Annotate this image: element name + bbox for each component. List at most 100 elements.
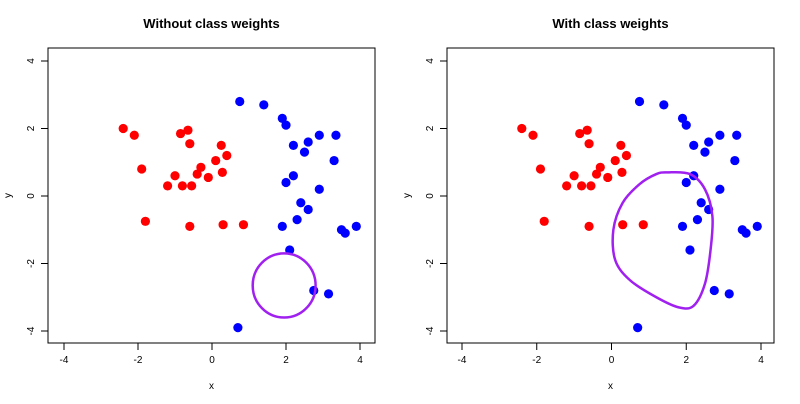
data-point (610, 155, 620, 166)
data-point (562, 181, 572, 191)
data-point (163, 181, 173, 191)
panel-without-class-weights: Without class weights x y -4 -2 0 2 4 -4 -2 0 2 4 (3, 16, 376, 392)
x-tick-label: -4 (60, 355, 69, 366)
data-point (177, 181, 187, 191)
series-blue-points (233, 96, 361, 333)
data-point (336, 225, 347, 235)
x-axis-label: x (608, 381, 613, 392)
data-point (569, 171, 579, 181)
data-point (203, 172, 213, 183)
data-point (185, 221, 195, 231)
x-tick-label: 2 (683, 355, 689, 366)
y-tick-label: 0 (26, 193, 37, 199)
data-point (216, 140, 226, 150)
data-point (351, 221, 361, 231)
data-point (217, 167, 227, 177)
data-point (709, 285, 719, 296)
x-tick-label: 0 (609, 355, 615, 366)
data-point (584, 221, 594, 231)
y-tick-label: 4 (425, 58, 436, 64)
data-point (140, 216, 150, 226)
data-point (638, 220, 648, 230)
data-point (730, 155, 740, 166)
data-point (259, 100, 269, 110)
data-point (323, 289, 334, 299)
data-point (517, 123, 527, 134)
data-point (299, 147, 310, 157)
data-point (187, 181, 197, 191)
data-point (634, 96, 645, 107)
data-point (170, 171, 180, 181)
data-point (196, 162, 206, 172)
data-point (677, 113, 688, 123)
data-point (222, 150, 232, 161)
data-point (235, 96, 245, 107)
data-point (681, 120, 691, 130)
data-point (331, 130, 341, 140)
data-point (281, 177, 291, 188)
y-axis-label: y (3, 193, 14, 198)
data-point (185, 139, 195, 149)
data-point (621, 150, 632, 161)
data-point (732, 130, 742, 140)
data-point (724, 289, 734, 299)
decision-boundary (251, 252, 317, 319)
y-tick-label: 0 (425, 193, 436, 199)
data-point (584, 139, 594, 149)
data-point (329, 155, 339, 166)
chart-title: With class weights (552, 16, 668, 31)
x-tick-label: 0 (209, 355, 215, 366)
data-point (211, 155, 221, 166)
data-point (582, 125, 592, 135)
data-point (129, 130, 139, 140)
data-point (277, 221, 287, 231)
data-point (700, 147, 710, 157)
series-blue-points (633, 96, 762, 333)
data-point (715, 184, 725, 194)
data-point (591, 169, 602, 179)
data-point (617, 167, 627, 177)
y-tick-label: -2 (26, 259, 37, 268)
data-point (616, 140, 626, 150)
data-point (618, 220, 628, 230)
data-point (704, 137, 714, 147)
data-point (737, 225, 747, 235)
data-point (752, 221, 762, 231)
data-point (577, 181, 587, 191)
data-point (535, 164, 546, 174)
plot-frame (446, 47, 775, 344)
x-tick-label: -4 (458, 355, 467, 366)
x-tick-label: 4 (758, 355, 764, 366)
data-point (238, 220, 249, 230)
data-point (692, 215, 703, 225)
data-point (681, 177, 691, 188)
y-tick-label: -4 (425, 326, 436, 335)
data-point (288, 140, 298, 150)
data-point (303, 204, 313, 215)
data-point (685, 245, 695, 255)
data-point (633, 323, 643, 333)
data-point (183, 125, 193, 135)
plot-frame (47, 47, 376, 344)
data-point (292, 215, 302, 225)
y-tick-label: -4 (26, 326, 37, 335)
panel-with-class-weights: With class weights x y -4 -2 0 2 4 -4 -2 0 2 4 (402, 16, 775, 392)
x-tick-label: 4 (357, 355, 363, 366)
y-tick-label: 4 (26, 58, 37, 64)
chart-title: Without class weights (143, 16, 279, 31)
x-tick-label: -2 (134, 355, 143, 366)
data-point (603, 172, 613, 183)
data-point (314, 130, 324, 140)
data-point (586, 181, 596, 191)
data-point (281, 120, 291, 130)
data-point (288, 171, 298, 181)
y-axis-label: y (402, 193, 413, 198)
data-point (659, 100, 669, 110)
x-tick-label: -2 (532, 355, 541, 366)
data-point (575, 128, 585, 139)
series-red-points (517, 123, 648, 231)
data-point (192, 169, 202, 179)
series-red-points (118, 123, 249, 231)
decision-boundary (611, 170, 714, 310)
